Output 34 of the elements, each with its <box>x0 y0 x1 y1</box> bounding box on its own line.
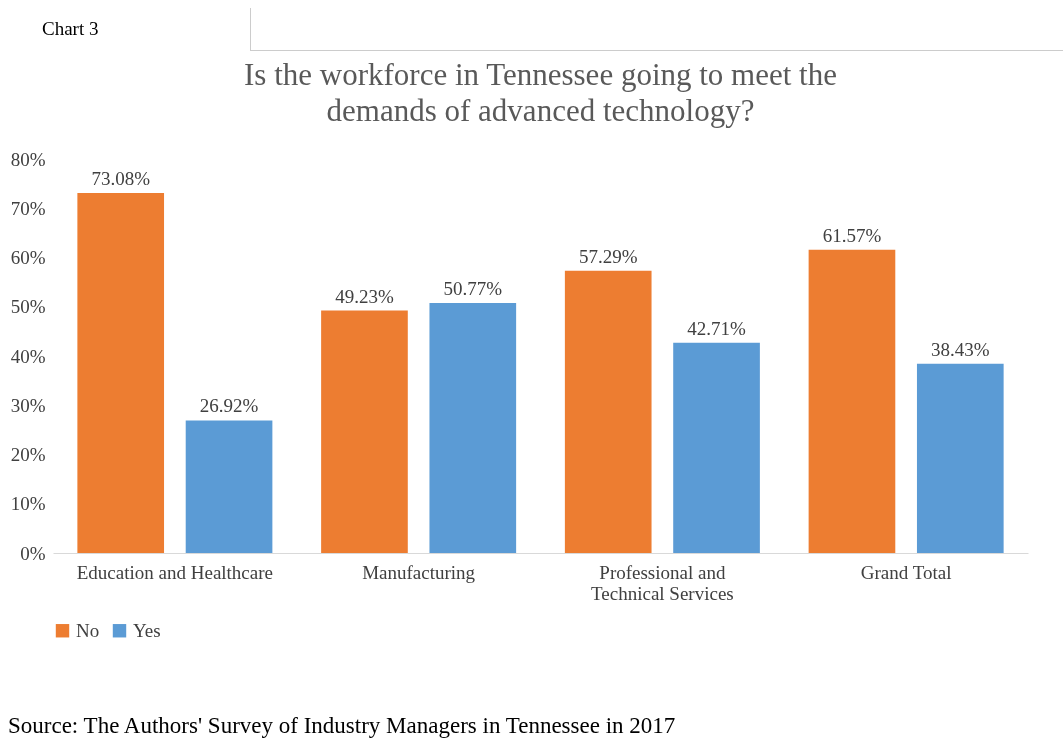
caption: Chart 3 <box>41 17 100 41</box>
bar <box>916 363 1004 553</box>
y-tick-label: 50% <box>10 296 46 318</box>
bar <box>77 193 165 553</box>
y-tick-label: 20% <box>10 444 46 465</box>
x-tick-label: Professional and Technical Services <box>591 561 734 604</box>
data-label: 38.43% <box>931 338 990 360</box>
y-tick-label: 60% <box>10 247 46 268</box>
bar <box>429 302 517 553</box>
y-tick-label: 10% <box>10 493 46 515</box>
bar <box>673 342 760 553</box>
legend-label: Yes <box>133 619 161 641</box>
chart-title: Is the workforce in Tennessee going to meet the demands of advanced technology? <box>244 57 837 128</box>
data-label: 61.57% <box>822 224 882 246</box>
bar <box>564 270 652 553</box>
y-tick-label: 30% <box>10 394 46 416</box>
source-note: Source: The Authors' Survey of Industry Managers in Tennessee in 2017 <box>8 713 676 739</box>
y-tick-label: 80% <box>10 148 46 170</box>
data-label: 50.77% <box>443 277 503 299</box>
x-tick-label: Manufacturing <box>362 561 476 583</box>
y-tick-label: 70% <box>10 197 46 219</box>
data-label: 57.29% <box>578 245 638 267</box>
bar <box>185 420 273 553</box>
data-label: 42.71% <box>687 317 746 339</box>
data-label: 73.08% <box>91 168 151 190</box>
legend-label: No <box>76 619 100 641</box>
data-label: 49.23% <box>335 285 394 307</box>
x-tick-label: Education and Healthcare <box>76 561 273 583</box>
x-tick-label: Grand Total <box>860 561 952 583</box>
data-label: 26.92% <box>199 395 259 417</box>
bar <box>321 310 408 553</box>
y-tick-label: 0% <box>20 542 46 564</box>
bar <box>808 249 896 553</box>
y-tick-label: 40% <box>10 345 46 367</box>
